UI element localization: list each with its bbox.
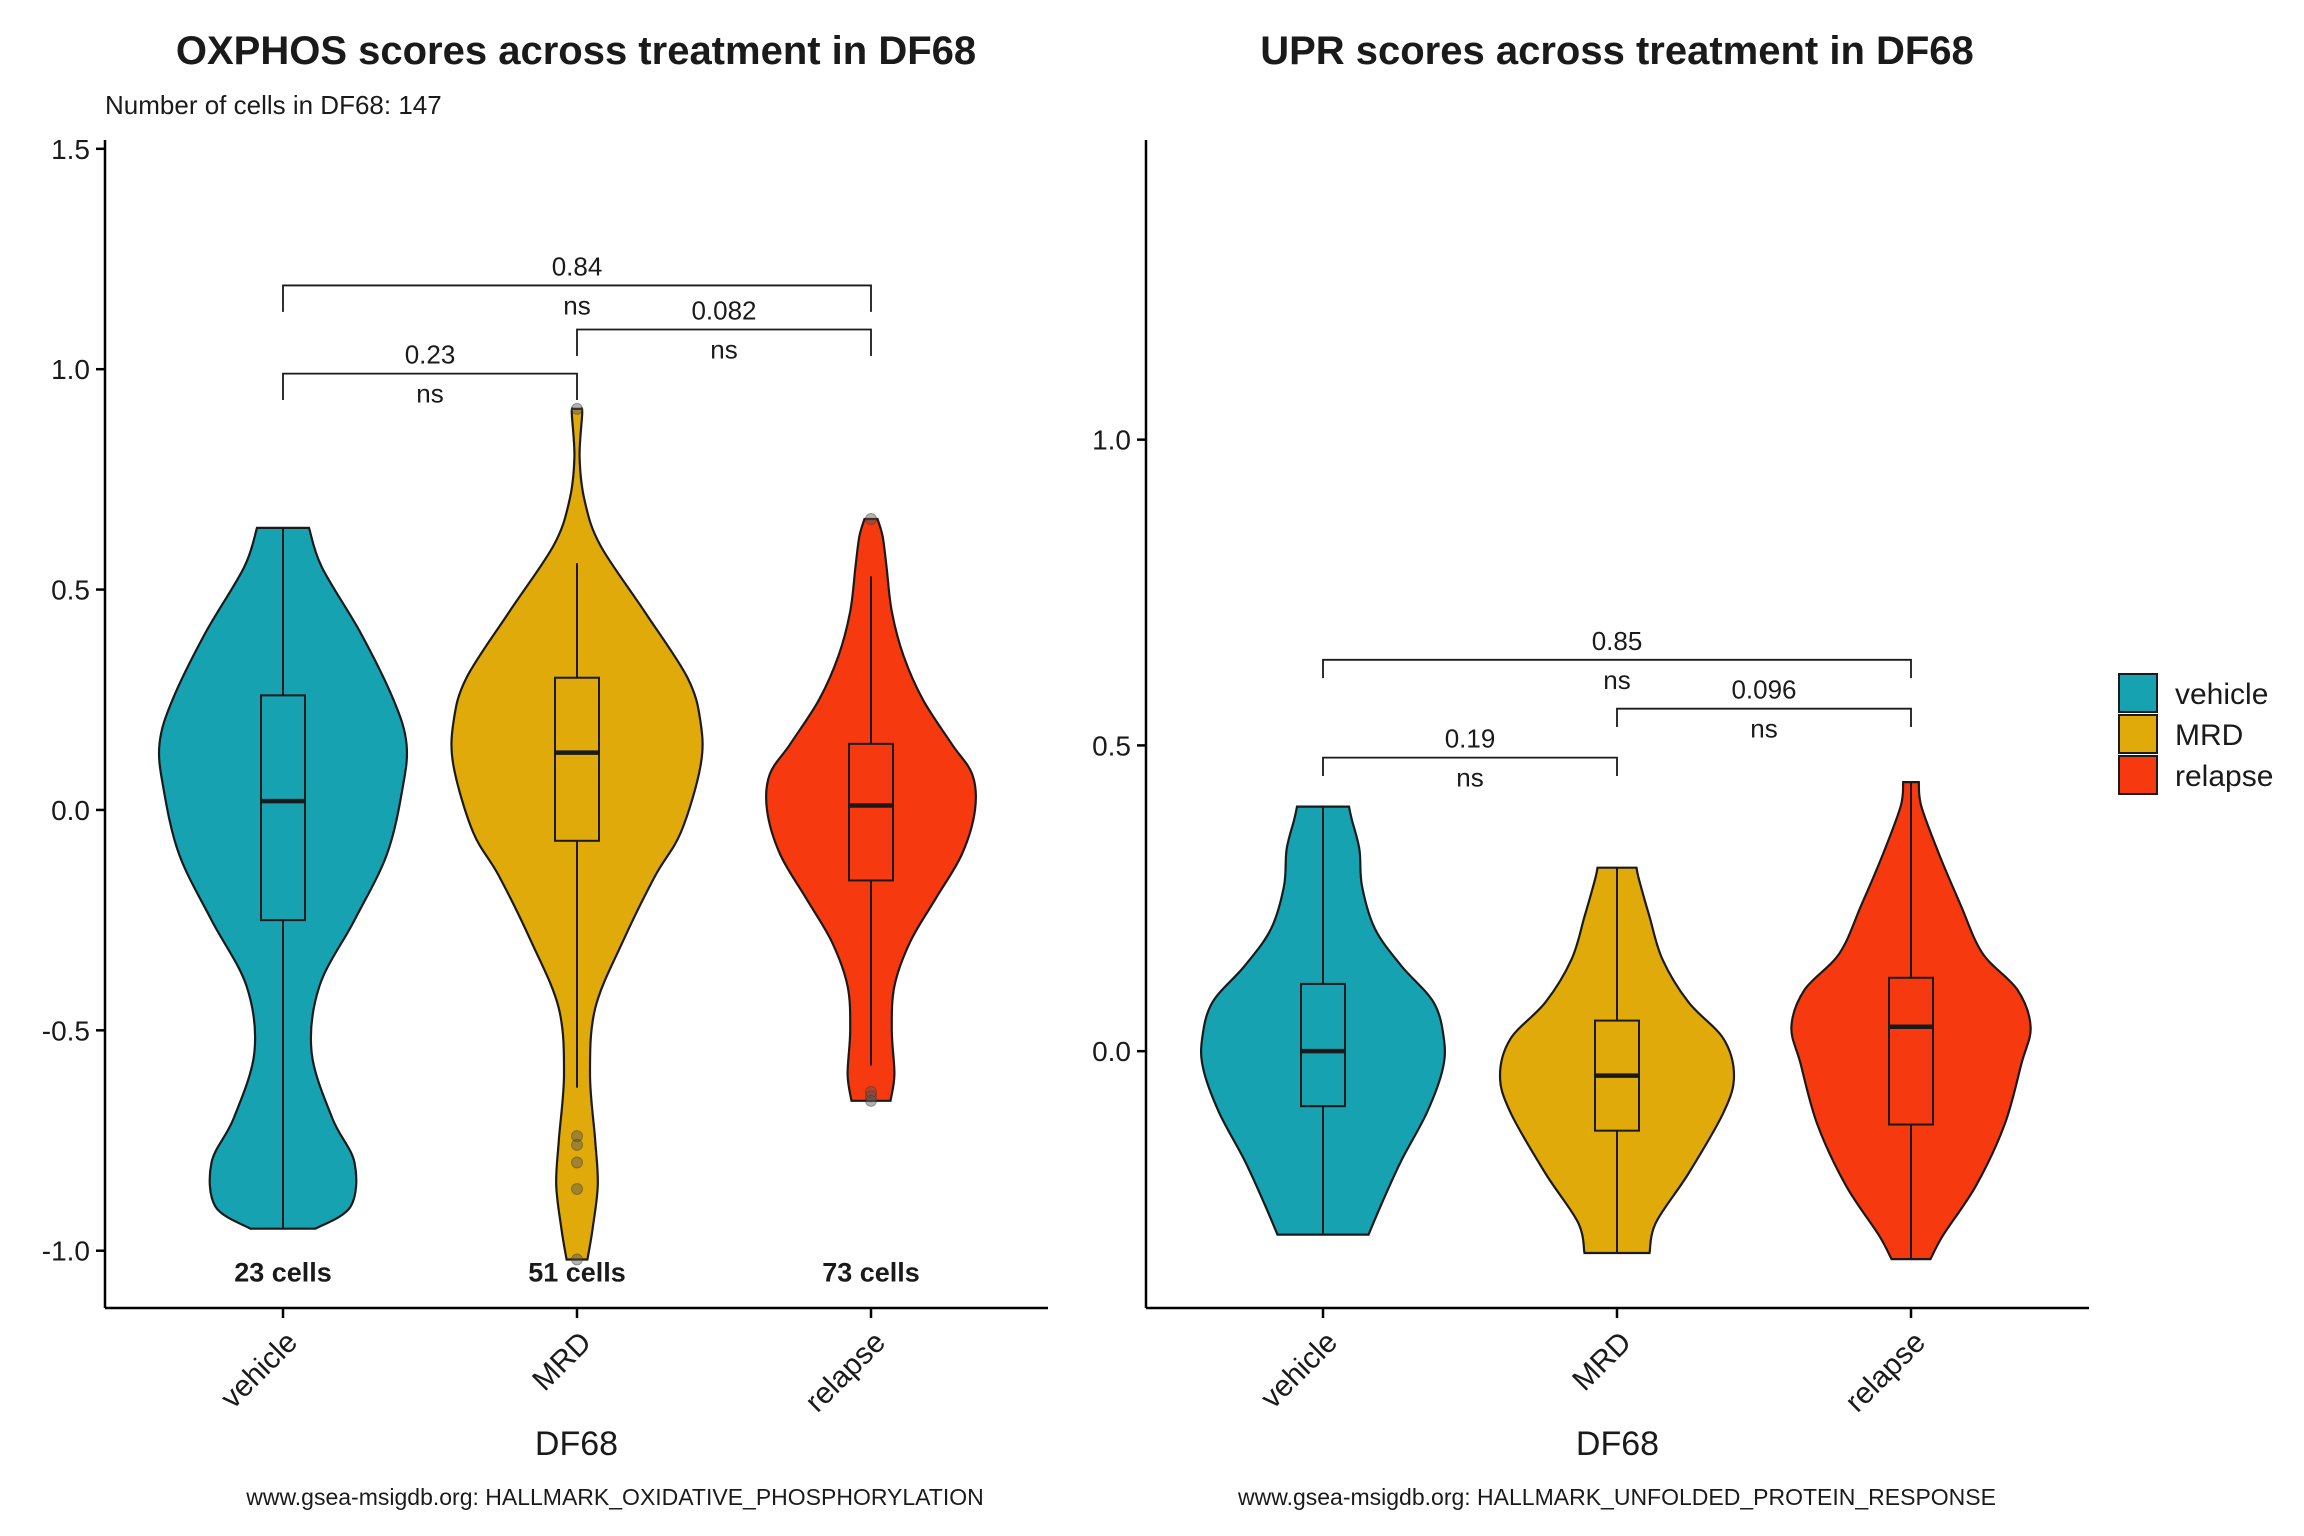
comparison-bracket	[1322, 756, 1618, 776]
boxplot-vehicle	[260, 694, 306, 922]
boxplot-relapse	[848, 742, 894, 882]
comparison-bracket	[1616, 707, 1912, 728]
comparison-bracket	[282, 372, 578, 401]
x-tick-label-vehicle: vehicle	[1255, 1326, 1344, 1415]
significance-label: ns	[1750, 714, 1777, 744]
y-tick-label: 1.0	[51, 354, 90, 385]
outlier-point	[865, 1090, 877, 1103]
significance-label: ns	[710, 335, 737, 365]
x-tick-label-relapse: relapse	[799, 1326, 892, 1419]
outlier-point	[571, 1253, 583, 1266]
y-tick-label: 1.5	[51, 134, 90, 165]
outlier-point	[865, 513, 877, 526]
significance-label: ns	[563, 290, 590, 320]
p-value-label: 0.84	[552, 251, 603, 281]
chart-caption: www.gsea-msigdb.org: HALLMARK_OXIDATIVE_…	[245, 1484, 984, 1510]
comparison-bracket	[1322, 658, 1912, 679]
boxplot-vehicle	[1300, 982, 1346, 1108]
p-value-label: 0.23	[405, 340, 456, 370]
legend-label-MRD: MRD	[2175, 719, 2243, 752]
outlier-point	[865, 1086, 877, 1099]
x-tick-label-MRD: MRD	[1566, 1326, 1638, 1398]
x-axis-title: DF68	[1576, 1425, 1659, 1463]
p-value-label: 0.082	[691, 296, 756, 326]
oxphos-panel: OXPHOS scores across treatment in DF68 Nu…	[42, 29, 1048, 1510]
outlier-point	[865, 1094, 877, 1107]
outlier-point	[571, 1156, 583, 1169]
outlier-point	[571, 1182, 583, 1195]
chart-title: UPR scores across treatment in DF68	[1260, 29, 1974, 73]
chart-caption: www.gsea-msigdb.org: HALLMARK_UNFOLDED_P…	[1237, 1484, 1996, 1510]
p-value-label: 0.19	[1445, 724, 1496, 754]
significance-label: ns	[1456, 763, 1483, 793]
outlier-point	[571, 1130, 583, 1143]
comparison-bracket	[576, 328, 872, 356]
legend-swatch-vehicle	[2118, 673, 2158, 713]
outlier-point	[571, 402, 583, 415]
significance-label: ns	[416, 379, 443, 409]
cell-count-relapse: 73 cells	[822, 1258, 920, 1288]
boxplot-MRD	[554, 676, 600, 842]
p-value-label: 0.85	[1592, 626, 1643, 656]
y-tick-label: 0.0	[51, 795, 90, 826]
y-tick-label: -0.5	[42, 1015, 90, 1046]
y-tick-label: 0.0	[1092, 1036, 1131, 1067]
legend-swatch-relapse	[2118, 755, 2158, 795]
cell-count-vehicle: 23 cells	[234, 1258, 332, 1288]
legend-swatch-MRD	[2118, 714, 2158, 754]
significance-label: ns	[1603, 665, 1630, 695]
x-tick-label-vehicle: vehicle	[215, 1326, 304, 1415]
y-tick-label: -1.0	[42, 1236, 90, 1267]
chart-title: OXPHOS scores across treatment in DF68	[176, 29, 976, 73]
x-tick-label-relapse: relapse	[1839, 1326, 1932, 1419]
legend-label-vehicle: vehicle	[2175, 678, 2268, 711]
legend-label-relapse: relapse	[2175, 760, 2273, 793]
x-axis-title: DF68	[535, 1425, 618, 1463]
comparison-bracket	[282, 284, 872, 312]
boxplot-relapse	[1888, 976, 1934, 1126]
outlier-point	[571, 1138, 583, 1151]
p-value-label: 0.096	[1731, 675, 1796, 705]
upr-panel: UPR scores across treatment in DF68 0.0 0.…	[1092, 29, 2089, 1510]
x-tick-label-MRD: MRD	[526, 1326, 598, 1398]
cell-count-MRD: 51 cells	[528, 1258, 626, 1288]
legend: vehicle MRD relapse	[2118, 673, 2273, 795]
y-tick-label: 1.0	[1092, 425, 1131, 456]
y-tick-label: 0.5	[1092, 730, 1131, 761]
chart-subtitle: Number of cells in DF68: 147	[105, 90, 442, 120]
y-tick-label: 0.5	[51, 575, 90, 606]
